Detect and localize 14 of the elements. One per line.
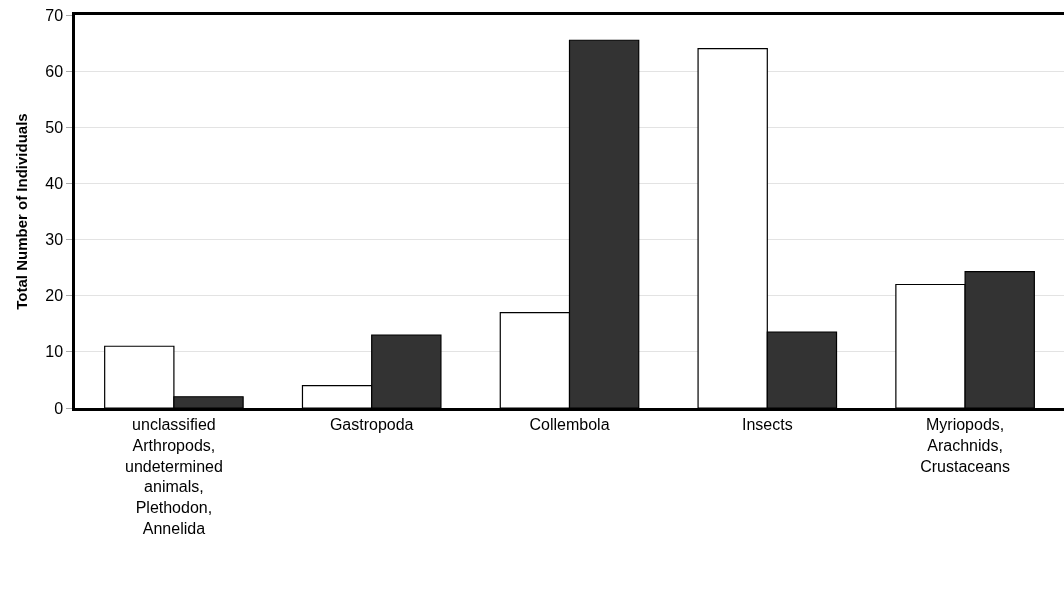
y-tick-label: 0: [54, 399, 64, 417]
y-tick-label: 30: [45, 231, 64, 249]
y-axis-title: Total Number of Individuals: [12, 113, 30, 310]
x-tick-label: Myriopods, Arachnids, Crustaceans: [920, 415, 1011, 475]
x-tick-label: Insects: [741, 415, 793, 433]
y-tick-label: 10: [45, 343, 64, 361]
y-tick-label: 60: [45, 62, 64, 80]
y-tick-label: 70: [45, 6, 64, 24]
y-tick-label: 50: [45, 118, 64, 136]
x-tick-label: Gastropoda: [329, 415, 414, 433]
y-tick-label: 20: [45, 287, 64, 305]
x-tick-label: Collembola: [529, 415, 610, 433]
y-tick-label: 40: [45, 175, 64, 193]
x-tick-label: unclassified Arthropods, undetermined animals, Plethodon, Annelida: [124, 415, 223, 537]
